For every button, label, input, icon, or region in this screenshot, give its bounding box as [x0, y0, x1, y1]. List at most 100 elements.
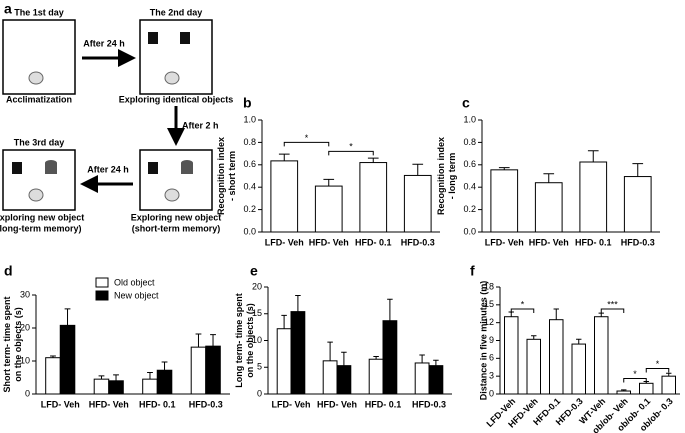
error-bar — [147, 372, 153, 380]
significance-label: *** — [607, 299, 618, 309]
box-caption: Exploring new object — [131, 212, 222, 222]
y-axis-label: Long term- time spent — [234, 293, 244, 388]
bar — [490, 169, 519, 233]
significance-bracket — [645, 367, 670, 373]
panel-label: a — [4, 1, 12, 17]
y-tick-label: 0.4 — [243, 182, 256, 192]
object — [45, 163, 57, 174]
y-axis-label: on the objects (s) — [245, 303, 255, 378]
arrow-label: After 24 h — [83, 38, 125, 48]
object — [180, 32, 190, 44]
x-tick-label: HFD- Veh — [317, 399, 357, 409]
significance-label: * — [349, 142, 353, 152]
y-tick-label: 12 — [484, 317, 494, 327]
object — [148, 32, 158, 44]
bar — [504, 316, 519, 395]
bar — [336, 365, 352, 395]
x-tick-label: HFD-0.3 — [412, 399, 446, 409]
error-bar — [295, 295, 301, 312]
error-bar — [433, 359, 439, 366]
x-tick-label: HFD-0.3 — [401, 237, 435, 247]
error-bar — [327, 341, 333, 361]
error-bar — [367, 157, 379, 163]
panel-label: c — [462, 95, 470, 111]
x-tick-label: HFD-0.3 — [189, 399, 223, 409]
bar — [290, 311, 306, 395]
bar — [579, 161, 608, 233]
error-bar — [576, 338, 582, 345]
mouse — [164, 188, 180, 202]
error-bar — [373, 356, 379, 360]
error-bar — [113, 374, 119, 381]
bar — [270, 160, 299, 233]
y-tick-label: 5 — [257, 362, 262, 372]
error-bar — [632, 163, 644, 177]
y-axis-label: Distance in five minutes (m) — [478, 281, 488, 401]
significance-label: * — [521, 299, 525, 309]
bar — [190, 346, 207, 395]
box-caption: Acclimatization — [6, 94, 72, 104]
box-caption: (long-term memory) — [0, 223, 82, 233]
bar — [156, 369, 173, 395]
arrow-label: After 24 h — [87, 164, 129, 174]
x-tick-label: HFD- 0.1 — [139, 399, 176, 409]
y-tick-label: 1.0 — [463, 114, 476, 124]
box-title: The 2nd day — [150, 7, 203, 17]
y-tick-label: 0.4 — [463, 182, 476, 192]
box — [139, 149, 213, 211]
error-bar — [621, 389, 627, 392]
y-axis-label: - short term — [227, 151, 237, 201]
x-tick-label: HFD- Veh — [529, 237, 569, 247]
y-tick-label: 0.2 — [463, 204, 476, 214]
y-tick-label: 6 — [489, 353, 494, 363]
object — [181, 163, 193, 174]
error-bar — [341, 351, 347, 366]
mouse — [28, 71, 44, 85]
error-bar — [98, 375, 105, 380]
object — [148, 162, 158, 174]
legend-label: Old object — [114, 277, 155, 287]
y-tick-label: 0 — [257, 388, 262, 398]
x-tick-label: HFD- 0.1 — [365, 399, 402, 409]
y-axis-label: on the objects (s) — [13, 307, 23, 382]
box — [2, 149, 76, 211]
significance-bracket — [623, 378, 647, 383]
y-tick-label: 30 — [20, 289, 30, 299]
x-tick-label: LFD- Veh — [271, 399, 310, 409]
y-tick-label: 0.2 — [243, 204, 256, 214]
y-tick-label: 0.0 — [243, 226, 256, 236]
bar — [93, 378, 110, 395]
significance-bracket — [328, 150, 374, 156]
y-tick-label: 10 — [252, 335, 262, 345]
panel-label: d — [4, 263, 13, 279]
arrow-label: After 2 h — [182, 120, 219, 130]
error-bar — [598, 312, 604, 317]
error-bar — [387, 298, 393, 321]
panel-label: e — [250, 263, 258, 279]
error-bar — [412, 163, 424, 176]
y-tick-label: 0 — [25, 388, 30, 398]
error-bar — [531, 335, 537, 340]
significance-label: * — [656, 359, 660, 369]
error-bar — [161, 361, 168, 371]
bar — [549, 319, 564, 395]
error-bar — [587, 150, 599, 162]
bar — [594, 316, 609, 395]
x-tick-label: LFD- Veh — [41, 399, 80, 409]
bar — [359, 162, 388, 233]
bar — [276, 328, 292, 395]
error-bar — [543, 173, 555, 183]
y-tick-label: 0.8 — [463, 137, 476, 147]
panel-a: a The 1st day The 2nd day The 3rd day Ac… — [0, 1, 233, 234]
y-tick-label: 20 — [20, 322, 30, 332]
bar — [108, 380, 124, 395]
object — [12, 162, 22, 174]
y-tick-label: 9 — [489, 335, 494, 345]
y-tick-label: 0 — [489, 388, 494, 398]
x-tick-label: HFD- Veh — [89, 399, 129, 409]
box-caption: Exploring identical objects — [119, 94, 234, 104]
significance-bracket — [600, 308, 625, 313]
y-tick-label: 10 — [20, 355, 30, 365]
legend-label: New object — [114, 290, 159, 300]
